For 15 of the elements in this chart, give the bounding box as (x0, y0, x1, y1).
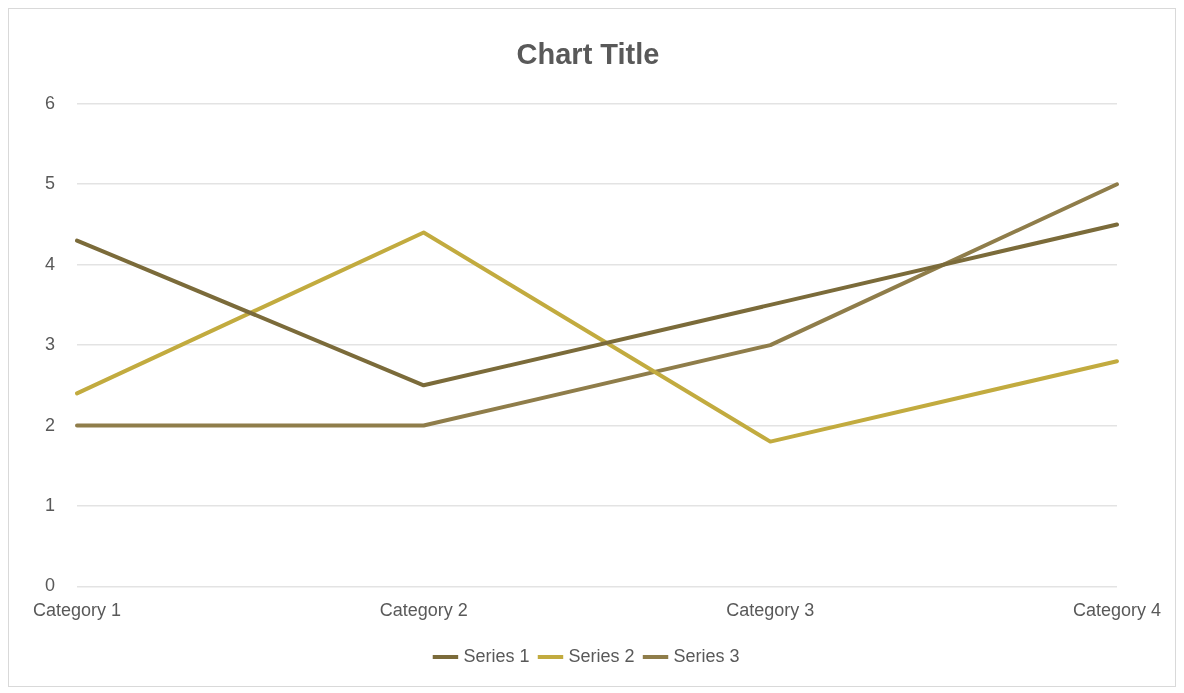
x-tick-label: Category 4 (1072, 600, 1162, 621)
legend-label: Series 1 (463, 645, 530, 666)
legend-label: Series 3 (673, 645, 740, 666)
x-tick-label: Category 2 (379, 600, 468, 621)
y-tick-label: 6 (45, 92, 56, 113)
chart-title: Chart Title (516, 38, 660, 71)
y-tick-label: 4 (45, 253, 56, 274)
y-tick-label: 5 (45, 173, 56, 194)
y-tick-label: 1 (45, 494, 56, 515)
legend-label: Series 2 (568, 645, 635, 666)
y-tick-label: 3 (45, 334, 56, 355)
x-tick-label: Category 3 (726, 600, 815, 621)
x-tick-label: Category 1 (32, 600, 122, 621)
y-tick-label: 0 (45, 575, 56, 596)
y-tick-label: 2 (45, 414, 56, 435)
